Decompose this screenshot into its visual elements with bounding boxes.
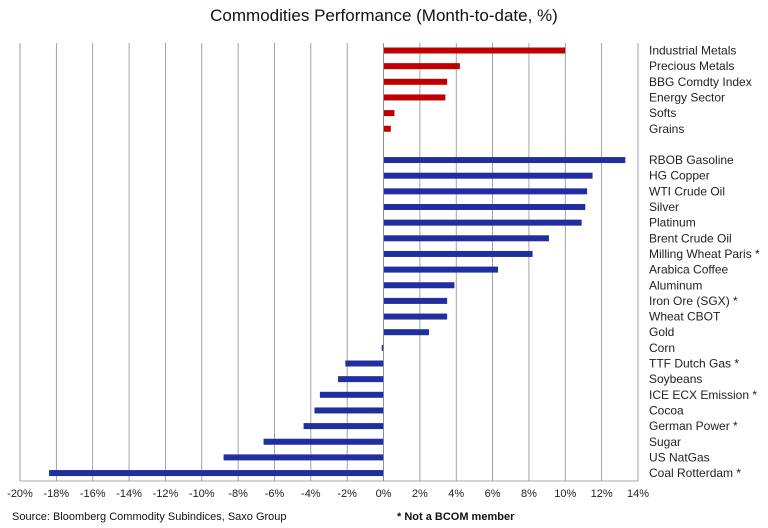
category-label: Softs	[649, 106, 676, 120]
chart-title: Commodities Performance (Month-to-date, …	[210, 6, 558, 25]
bar	[338, 376, 384, 383]
category-label: Energy Sector	[649, 90, 725, 104]
bar	[383, 47, 566, 54]
x-tick-label: -18%	[44, 488, 70, 500]
category-label: Cocoa	[649, 403, 684, 417]
category-label: Soybeans	[649, 372, 702, 386]
bar	[381, 344, 384, 351]
category-label: Corn	[649, 341, 675, 355]
bar	[49, 470, 384, 477]
bar	[345, 360, 384, 367]
x-tick-label: -10%	[189, 488, 215, 500]
x-tick-label: -14%	[116, 488, 142, 500]
category-label: RBOB Gasoline	[649, 153, 734, 167]
bar	[383, 204, 586, 210]
category-label: Precious Metals	[649, 59, 734, 73]
x-tick-label: 6%	[485, 488, 501, 500]
x-tick-label: -4%	[301, 488, 321, 500]
bar	[383, 125, 391, 132]
bar	[383, 266, 499, 273]
category-label: ICE ECX Emission *	[649, 388, 757, 402]
bar	[383, 157, 626, 164]
x-tick-label: 8%	[521, 488, 537, 500]
category-label: HG Copper	[649, 169, 710, 183]
category-label: Milling Wheat Paris *	[649, 247, 760, 261]
category-label: WTI Crude Oil	[649, 184, 725, 198]
bar	[383, 219, 582, 226]
category-label: Platinum	[649, 216, 696, 230]
bar	[383, 235, 549, 242]
x-tick-label: 12%	[591, 488, 613, 500]
category-label: Gold	[649, 325, 674, 339]
category-label: TTF Dutch Gas *	[649, 357, 739, 371]
bar	[383, 329, 429, 336]
category-label: Brent Crude Oil	[649, 231, 732, 245]
category-label: BBG Comdty Index	[649, 75, 752, 89]
category-label: Sugar	[649, 435, 681, 449]
x-tick-label: -8%	[228, 488, 248, 500]
category-label: Arabica Coffee	[649, 263, 728, 277]
category-label: Wheat CBOT	[649, 310, 721, 324]
bar	[383, 250, 533, 257]
category-label: German Power *	[649, 419, 738, 433]
x-tick-label: -20%	[7, 488, 33, 500]
category-label: Industrial Metals	[649, 44, 736, 58]
bar	[383, 282, 455, 289]
x-tick-label: 10%	[554, 488, 576, 500]
bar	[383, 172, 593, 179]
category-label: Aluminum	[649, 278, 702, 292]
x-tick-label: -12%	[153, 488, 179, 500]
x-tick-label: 14%	[627, 488, 649, 500]
x-tick-label: -16%	[80, 488, 106, 500]
category-label: Coal Rotterdam *	[649, 466, 741, 480]
category-label: Iron Ore (SGX) *	[649, 294, 738, 308]
source-note: Source: Bloomberg Commodity Subindices, …	[12, 511, 287, 523]
membership-note: * Not a BCOM member	[397, 511, 515, 523]
bar	[383, 94, 446, 101]
bar	[383, 297, 448, 304]
bar	[263, 438, 384, 445]
category-label: Silver	[649, 200, 679, 214]
bar	[383, 78, 448, 85]
bar	[383, 188, 588, 195]
bar	[314, 407, 384, 414]
x-tick-label: 4%	[448, 488, 464, 500]
category-label: Grains	[649, 122, 684, 136]
bar	[383, 63, 460, 70]
x-tick-label: 2%	[412, 488, 428, 500]
x-tick-label: -2%	[337, 488, 357, 500]
bar	[383, 110, 395, 117]
x-tick-label: 0%	[376, 488, 392, 500]
category-label: US NatGas	[649, 450, 710, 464]
x-tick-label: -6%	[265, 488, 285, 500]
bar	[319, 391, 384, 398]
bar	[303, 423, 384, 430]
bar	[223, 454, 384, 461]
bar	[383, 313, 448, 320]
